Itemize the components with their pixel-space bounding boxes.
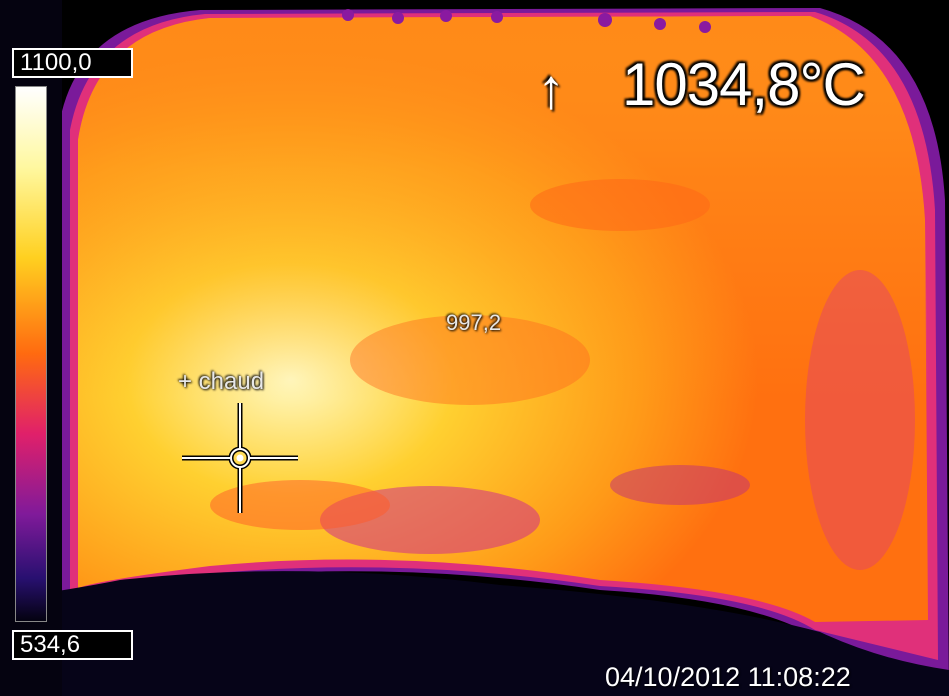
up-arrow-icon: ↑ — [537, 57, 565, 120]
scale-max-label: 1100,0 — [12, 48, 133, 78]
spot-temperature-value: 997,2 — [446, 310, 502, 335]
color-scale-bar — [15, 86, 47, 622]
max-temperature-readout: 1034,8°C — [622, 51, 866, 118]
hot-spot-label: + chaud — [178, 368, 265, 395]
timestamp: 04/10/2012 11:08:22 — [605, 662, 851, 692]
scale-min-label: 534,6 — [12, 630, 133, 660]
crosshair-cursor-icon — [182, 403, 298, 513]
